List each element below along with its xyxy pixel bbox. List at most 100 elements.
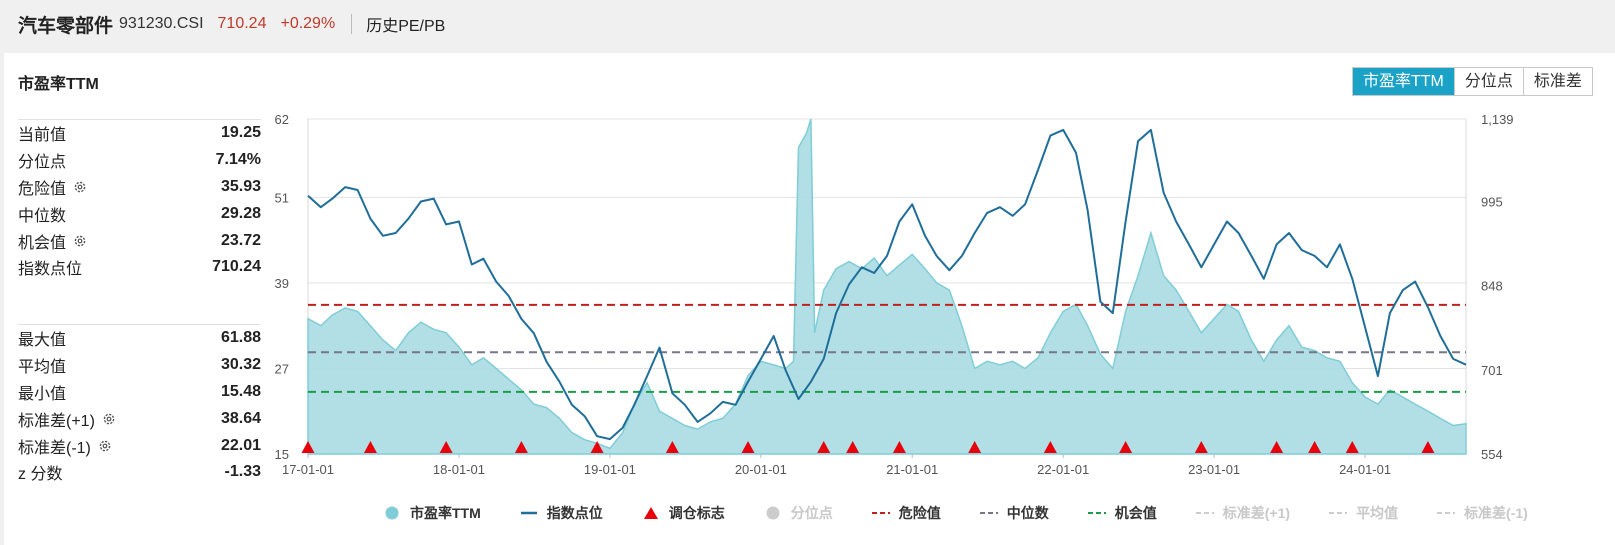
y-left-tick: 39: [275, 276, 289, 291]
stat-row: 分位点 7.14%: [18, 147, 261, 174]
legend-item[interactable]: 指数点位: [519, 503, 603, 523]
rebalance-marker[interactable]: [514, 441, 528, 453]
stat-row: 标准差(-1) 22.01: [18, 432, 261, 459]
rebalance-marker[interactable]: [817, 441, 831, 453]
stat-value: -1.33: [224, 463, 261, 481]
stat-row: 机会值 23.72: [18, 227, 261, 254]
y-right-tick: 701: [1481, 363, 1503, 378]
stat-row: 最小值 15.48: [18, 379, 261, 406]
x-tick: 18-01-01: [433, 462, 485, 477]
rebalance-marker[interactable]: [1421, 441, 1435, 453]
rebalance-marker[interactable]: [892, 441, 906, 453]
legend-item[interactable]: 分位点: [763, 503, 833, 523]
stat-label-text: 最大值: [18, 332, 67, 350]
stat-value: 23.72: [220, 231, 261, 249]
valuation-panel: 市盈率TTM 市盈率TTM 分位点 标准差 当前值 19.25 分位点 7.14% 危险…: [4, 53, 1615, 545]
stat-label-text: 当前值: [18, 127, 67, 145]
metric-tabs: 市盈率TTM 分位点 标准差: [1352, 67, 1593, 96]
y-right-tick: 995: [1481, 194, 1503, 209]
legend-item[interactable]: 标准差(-1): [1436, 503, 1528, 523]
gear-icon[interactable]: [73, 180, 87, 194]
stat-label: 标准差(-1): [18, 434, 112, 458]
stat-row: 中位数 29.28: [18, 200, 261, 227]
legend-item[interactable]: 市盈率TTM: [382, 503, 481, 523]
stat-label: z 分数: [18, 460, 62, 484]
stat-label-text: 最小值: [18, 385, 67, 403]
legend-item[interactable]: 平均值: [1328, 503, 1398, 523]
legend-label: 标准差(+1): [1222, 505, 1291, 521]
stat-value: 29.28: [220, 204, 261, 222]
pe-chart: 62 51 39 27 15 1,139 995 848 701 554 17-01-01 18-01…: [275, 112, 1514, 477]
tab-percentile[interactable]: 分位点: [1454, 68, 1524, 95]
legend-item[interactable]: 危险值: [871, 503, 941, 523]
rebalance-marker[interactable]: [1119, 441, 1133, 453]
stat-label: 平均值: [18, 353, 66, 377]
legend-item[interactable]: 中位数: [979, 503, 1049, 523]
stat-value: 19.25: [220, 124, 261, 142]
history-pe-pb-link[interactable]: 历史PE/PB: [366, 18, 446, 35]
x-tick: 23-01-01: [1188, 462, 1240, 477]
y-right-tick: 554: [1481, 447, 1503, 462]
rebalance-marker[interactable]: [846, 441, 860, 453]
stat-value: 7.14%: [215, 151, 261, 169]
rebalance-marker[interactable]: [590, 441, 604, 453]
x-tick: 22-01-01: [1037, 462, 1089, 477]
index-name: 汽车零部件: [18, 15, 114, 37]
legend-item[interactable]: 标准差(+1): [1195, 503, 1290, 523]
x-tick: 24-01-01: [1339, 462, 1391, 477]
gear-icon[interactable]: [102, 412, 116, 426]
stat-label: 机会值: [18, 229, 87, 253]
tab-std-dev[interactable]: 标准差: [1523, 68, 1592, 95]
stat-row: 平均值 30.32: [18, 352, 261, 379]
legend-item[interactable]: 机会值: [1087, 503, 1157, 523]
gear-icon[interactable]: [98, 439, 112, 453]
legend-label: 平均值: [1356, 505, 1399, 521]
index-line-series: [307, 128, 1467, 441]
stat-value: 35.93: [220, 177, 261, 195]
y-left-tick: 15: [275, 447, 289, 462]
rebalance-marker[interactable]: [439, 441, 453, 453]
divider: [351, 14, 353, 34]
triangle-icon: [643, 507, 658, 519]
stat-row: 指数点位 710.24: [18, 254, 261, 281]
rebalance-marker[interactable]: [665, 441, 679, 453]
rebalance-marker[interactable]: [301, 441, 315, 453]
stat-label-text: 危险值: [18, 180, 67, 198]
legend-label: 分位点: [790, 505, 833, 521]
y-right-tick: 1,139: [1481, 112, 1514, 127]
rebalance-marker[interactable]: [741, 441, 755, 453]
legend-item[interactable]: 调仓标志: [641, 503, 725, 523]
stat-value: 38.64: [220, 409, 261, 427]
stat-value: 61.88: [220, 329, 261, 347]
stats-history: 最大值 61.88 平均值 30.32 最小值 15.48 标准差(+1) 38.64 标准差(…: [18, 324, 261, 486]
tab-pe-ttm[interactable]: 市盈率TTM: [1353, 68, 1455, 95]
dash-icon: [1329, 512, 1348, 514]
y-left-tick: 27: [275, 361, 289, 376]
y-left-tick: 51: [275, 190, 289, 205]
stat-label: 指数点位: [18, 255, 82, 279]
dash-icon: [1195, 512, 1214, 514]
stat-row: 最大值 61.88: [18, 325, 261, 352]
dash-icon: [1437, 512, 1456, 514]
rebalance-marker[interactable]: [968, 441, 982, 453]
rebalance-marker[interactable]: [1308, 441, 1322, 453]
rebalance-marker[interactable]: [363, 441, 377, 453]
stat-label: 危险值: [18, 175, 87, 199]
rebalance-marker[interactable]: [1345, 441, 1359, 453]
rebalance-marker[interactable]: [1194, 441, 1208, 453]
legend-label: 调仓标志: [668, 505, 725, 521]
x-tick: 19-01-01: [584, 462, 636, 477]
dash-icon: [1087, 512, 1106, 514]
rebalance-marker[interactable]: [1043, 441, 1057, 453]
gear-icon[interactable]: [73, 234, 87, 248]
stat-label-text: 分位点: [18, 154, 67, 172]
x-tick: 21-01-01: [886, 462, 938, 477]
dash-icon: [871, 512, 890, 514]
stat-label: 分位点: [18, 148, 66, 172]
dot-icon: [766, 506, 780, 520]
rebalance-marker[interactable]: [1270, 441, 1284, 453]
legend-label: 危险值: [898, 505, 941, 521]
legend-label: 机会值: [1114, 505, 1157, 521]
stat-label: 最小值: [18, 380, 66, 404]
stat-row: z 分数 -1.33: [18, 459, 261, 486]
